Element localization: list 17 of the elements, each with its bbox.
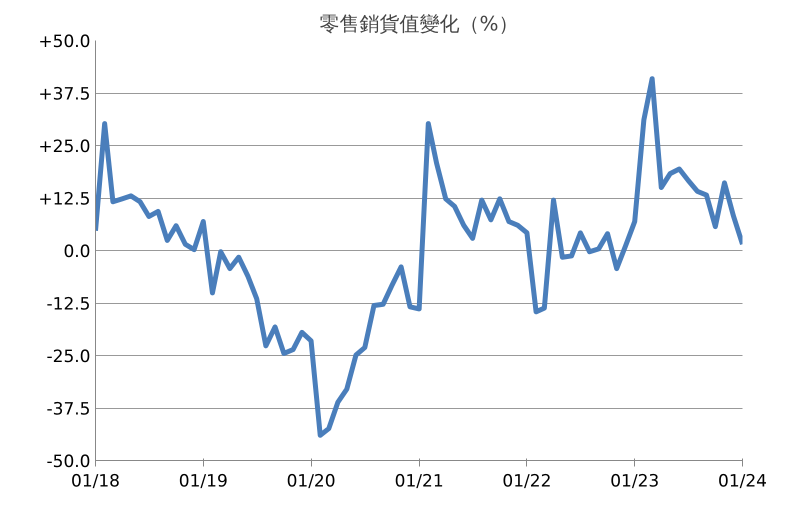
x-tick-label: 01/23 <box>610 472 660 492</box>
x-tick-label: 01/19 <box>178 472 228 492</box>
x-tick-label: 01/22 <box>502 472 552 492</box>
y-tick-label: +12.5 <box>38 190 91 210</box>
y-tick-label: -37.5 <box>46 400 91 420</box>
y-tick-label: +37.5 <box>38 84 91 104</box>
y-tick-label: -12.5 <box>46 294 91 314</box>
y-tick-label: +50.0 <box>38 32 91 52</box>
y-tick-label: -25.0 <box>46 347 91 367</box>
x-tick-label: 01/18 <box>71 472 120 492</box>
y-tick-label: 0.0 <box>63 242 91 262</box>
chart-title: 零售銷貨值變化（%） <box>320 12 519 36</box>
y-tick-label: +25.0 <box>38 137 91 157</box>
x-tick-label: 01/20 <box>286 472 336 492</box>
y-tick-label: -50.0 <box>46 452 91 472</box>
x-tick-label: 01/21 <box>394 472 444 492</box>
x-tick-label: 01/24 <box>718 472 768 492</box>
